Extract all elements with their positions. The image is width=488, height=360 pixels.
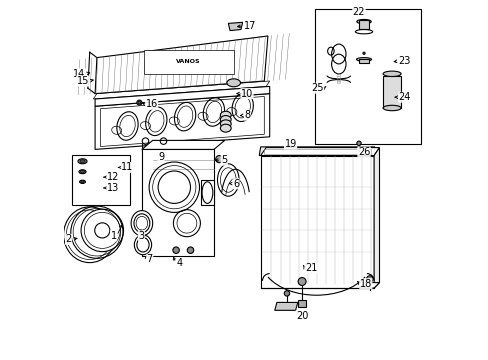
- Ellipse shape: [81, 209, 123, 252]
- Ellipse shape: [220, 124, 231, 132]
- Polygon shape: [95, 86, 269, 106]
- Text: 1: 1: [110, 231, 117, 241]
- Ellipse shape: [356, 58, 371, 61]
- Polygon shape: [259, 147, 374, 156]
- Polygon shape: [142, 149, 213, 256]
- Polygon shape: [95, 94, 269, 149]
- Text: 13: 13: [107, 183, 119, 193]
- Text: 15: 15: [77, 76, 89, 86]
- Ellipse shape: [81, 171, 84, 173]
- Bar: [382, 76, 400, 108]
- Ellipse shape: [366, 276, 372, 282]
- Bar: [143, 50, 233, 74]
- Text: 2: 2: [65, 234, 72, 244]
- Ellipse shape: [356, 141, 361, 145]
- Polygon shape: [373, 148, 379, 288]
- Ellipse shape: [134, 235, 151, 255]
- Text: 20: 20: [295, 311, 307, 321]
- Ellipse shape: [356, 19, 370, 24]
- Ellipse shape: [79, 170, 86, 174]
- Text: 17: 17: [244, 21, 256, 31]
- Bar: [72, 155, 130, 205]
- Text: 26: 26: [357, 147, 369, 157]
- Text: 9: 9: [158, 152, 163, 162]
- Text: 10: 10: [241, 89, 253, 99]
- Polygon shape: [260, 156, 373, 288]
- Bar: [358, 20, 368, 29]
- Text: 21: 21: [305, 263, 317, 273]
- Text: 14: 14: [73, 69, 85, 79]
- Ellipse shape: [78, 159, 87, 164]
- Text: VANOS: VANOS: [176, 59, 201, 64]
- Text: 12: 12: [107, 172, 119, 182]
- Polygon shape: [359, 283, 379, 288]
- Text: 3: 3: [138, 231, 144, 241]
- Ellipse shape: [131, 211, 152, 236]
- Text: 22: 22: [352, 7, 365, 17]
- Bar: [297, 300, 306, 307]
- Ellipse shape: [220, 116, 231, 123]
- Text: 5: 5: [221, 155, 227, 165]
- Text: 7: 7: [146, 254, 153, 264]
- Text: 24: 24: [398, 92, 410, 102]
- Text: 8: 8: [244, 110, 250, 120]
- Text: 23: 23: [398, 56, 410, 66]
- Ellipse shape: [215, 156, 223, 163]
- Ellipse shape: [138, 101, 141, 104]
- Ellipse shape: [226, 79, 240, 87]
- Ellipse shape: [187, 247, 193, 253]
- Polygon shape: [274, 302, 297, 310]
- Ellipse shape: [80, 160, 85, 163]
- Ellipse shape: [284, 291, 289, 296]
- Polygon shape: [93, 81, 269, 99]
- Bar: [314, 9, 420, 144]
- Polygon shape: [95, 36, 267, 94]
- Ellipse shape: [137, 100, 142, 105]
- Text: 16: 16: [145, 99, 158, 109]
- Ellipse shape: [298, 278, 305, 285]
- Polygon shape: [201, 180, 213, 205]
- Polygon shape: [228, 22, 242, 31]
- Text: 6: 6: [232, 179, 239, 189]
- Text: 11: 11: [121, 162, 133, 172]
- Ellipse shape: [220, 120, 231, 128]
- Ellipse shape: [220, 111, 231, 119]
- Ellipse shape: [382, 105, 400, 111]
- Text: 19: 19: [284, 139, 296, 149]
- Bar: [358, 59, 368, 63]
- Text: 4: 4: [176, 258, 182, 268]
- Polygon shape: [142, 140, 224, 149]
- Text: 18: 18: [359, 279, 371, 289]
- Ellipse shape: [172, 247, 179, 253]
- Ellipse shape: [382, 71, 400, 77]
- Ellipse shape: [362, 52, 365, 54]
- Ellipse shape: [81, 181, 84, 183]
- Ellipse shape: [80, 180, 85, 184]
- Polygon shape: [260, 148, 379, 156]
- Bar: [263, 149, 370, 154]
- Text: 25: 25: [310, 83, 323, 93]
